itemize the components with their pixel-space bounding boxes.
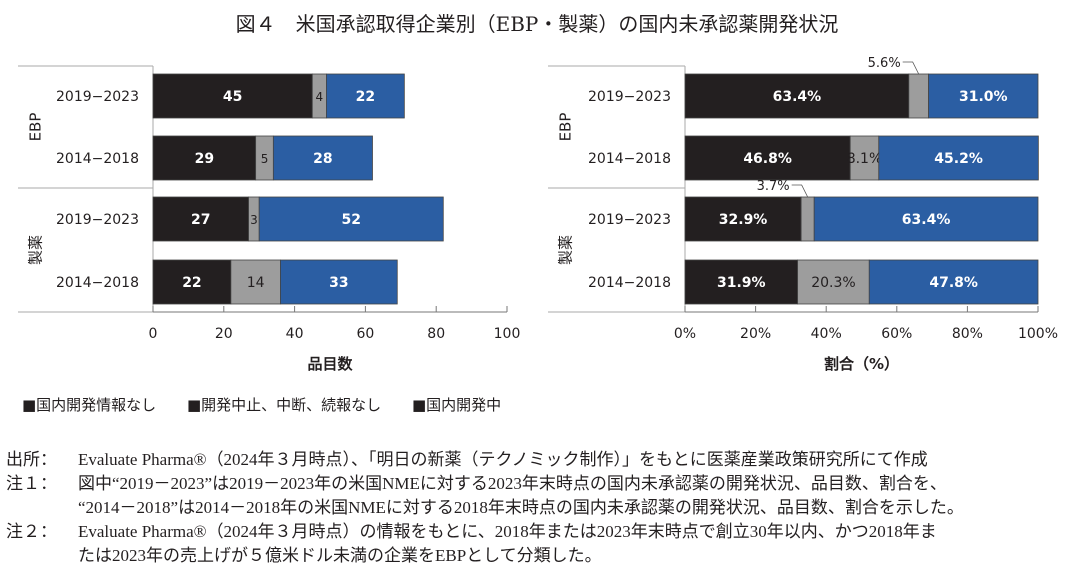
x-tick-label: 60	[356, 326, 374, 342]
data-label: 31.0%	[959, 89, 1008, 105]
category-label: 2019−2023	[56, 89, 139, 105]
x-tick-label: 100	[494, 326, 521, 342]
bar-segment-stopped	[849, 135, 880, 181]
bar-segment-none	[684, 196, 802, 242]
data-label: 45.2%	[934, 151, 983, 167]
x-tick-label: 0	[149, 326, 158, 342]
notes: 出所： Evaluate Pharma®（2024年３月時点）、「明日の新薬（テク…	[6, 448, 964, 568]
bar-segment-developing	[258, 196, 444, 242]
category-label: 2014−2018	[588, 275, 671, 291]
data-label: 63.4%	[902, 212, 951, 228]
x-tick-label: 80%	[952, 326, 983, 342]
bar-segment-developing	[813, 196, 1039, 242]
x-axis-title: 品目数	[307, 355, 353, 373]
note-1: 注１： 図中“2019－2023”は2019－2023年の米国NMEに対する202…	[6, 474, 947, 493]
data-label: 46.8%	[743, 151, 792, 167]
data-label: 45	[223, 89, 242, 105]
callout-line	[902, 61, 920, 75]
legend-item: ■国内開発中	[412, 396, 501, 414]
legend-item: ■開発中止、中断、続報なし	[187, 396, 381, 414]
data-label: 5.6%	[868, 56, 901, 71]
category-label: 2019−2023	[588, 89, 671, 105]
legend-item: ■国内開発情報なし	[22, 396, 156, 414]
x-tick-label: 40%	[811, 326, 842, 342]
x-tick-label: 0%	[674, 326, 696, 342]
x-tick-label: 20%	[740, 326, 771, 342]
chart-1: EBP 製薬 2019−2023 2014−2018 2019−2023 2014−201…	[18, 65, 521, 373]
bar-segment-none	[684, 259, 799, 305]
x-axis-title: 割合（%）	[824, 355, 899, 373]
data-label: 63.4%	[773, 89, 822, 105]
data-label: 52	[341, 212, 360, 228]
group-label: EBP	[557, 113, 575, 142]
group-label: EBP	[27, 113, 45, 142]
bar-segment-developing	[928, 73, 1039, 119]
x-tick-label: 20	[215, 326, 233, 342]
note-2: 注２： Evaluate Pharma®（2024年３月時点）の情報をもとに、20…	[6, 522, 937, 541]
data-label: 29	[195, 151, 214, 167]
data-label: 32.9%	[719, 212, 768, 228]
figure-title: 図４ 米国承認取得企業別（EBP・製薬）の国内未承認薬開発状況	[235, 12, 839, 36]
data-label: 8.1%	[847, 151, 883, 167]
bar-segment-stopped	[800, 196, 815, 242]
bar-segment-none	[152, 135, 257, 181]
data-label: 33	[329, 275, 348, 291]
bar-segment-stopped	[908, 73, 929, 119]
group-label: 製薬	[27, 235, 45, 265]
data-label: 3.7%	[757, 179, 790, 194]
category-label: 2019−2023	[588, 212, 671, 228]
bar-segment-developing	[878, 135, 1039, 181]
data-label: 3	[250, 213, 258, 227]
data-label: 28	[313, 151, 332, 167]
legend: ■国内開発情報なし ■開発中止、中断、続報なし ■国内開発中	[22, 396, 501, 414]
category-label: 2014−2018	[56, 151, 139, 167]
bar-segment-none	[684, 73, 910, 119]
note-source: 出所： Evaluate Pharma®（2024年３月時点）、「明日の新薬（テク…	[6, 450, 928, 469]
category-label: 2019−2023	[56, 212, 139, 228]
category-label: 2014−2018	[588, 151, 671, 167]
bar-segment-stopped	[797, 259, 870, 305]
note-2-cont: 注２：たは2023年の売上げが５億米ドル未満の企業をEBPとして分類した。	[78, 546, 602, 565]
callout-line	[791, 184, 809, 198]
x-tick-label: 100%	[1018, 326, 1058, 342]
data-label: 31.9%	[717, 275, 766, 291]
chart-2: EBP 製薬 2019−2023 2014−2018 2019−2023 2014−201…	[548, 56, 1058, 373]
bar-segment-developing	[326, 73, 405, 119]
x-tick-label: 60%	[881, 326, 912, 342]
category-label: 2014−2018	[56, 275, 139, 291]
bar-segment-developing	[280, 259, 398, 305]
group-label: 製薬	[557, 235, 575, 265]
x-tick-label: 80	[427, 326, 445, 342]
bar-segment-developing	[868, 259, 1039, 305]
data-label: 5	[261, 152, 269, 166]
data-label: 20.3%	[811, 275, 855, 291]
data-label: 14	[247, 275, 265, 291]
bar-segment-developing	[272, 135, 373, 181]
bar-segment-none	[684, 135, 851, 181]
x-tick-label: 40	[286, 326, 304, 342]
data-label: 27	[191, 212, 210, 228]
data-label: 22	[356, 89, 375, 105]
data-label: 47.8%	[929, 275, 978, 291]
data-label: 4	[316, 90, 324, 104]
note-1-cont: 注１：“2014－2018”は2014－2018年の米国NMEに対する2018年…	[78, 498, 964, 517]
data-label: 22	[182, 275, 201, 291]
bar-segment-stopped	[230, 259, 281, 305]
bar-segment-none	[152, 259, 232, 305]
charts: EBP 製薬 2019−2023 2014−2018 2019−2023 2014−201…	[18, 56, 1058, 414]
